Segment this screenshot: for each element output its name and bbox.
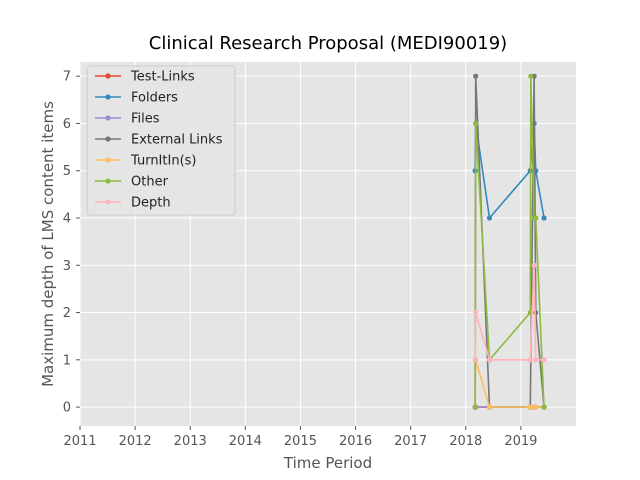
data-point	[541, 357, 547, 363]
data-point	[527, 357, 533, 363]
legend-marker	[105, 94, 111, 100]
data-point	[528, 73, 534, 79]
legend-label: Other	[131, 175, 169, 190]
legend-item: Other	[95, 175, 169, 190]
x-tick-label: 2019	[504, 434, 537, 449]
legend-marker	[105, 136, 111, 142]
legend-label: Files	[131, 112, 160, 127]
data-point	[533, 404, 539, 410]
x-tick-label: 2011	[63, 434, 96, 449]
y-tick-label: 5	[63, 164, 71, 179]
y-axis-label: Maximum depth of LMS content items	[39, 101, 57, 387]
series-lines	[472, 73, 547, 410]
legend-item: Test-Links	[95, 70, 195, 85]
x-tick-label: 2016	[339, 434, 372, 449]
series-6	[472, 262, 547, 363]
x-tick-label: 2018	[449, 434, 482, 449]
y-tick-label: 1	[63, 353, 71, 368]
x-tick-label: 2014	[229, 434, 262, 449]
legend-marker	[105, 178, 111, 184]
data-point	[486, 215, 493, 221]
axis-ticks: 2011 2012 2013 2014 2015 2016 2017 2018 2019 0 1 2 3…	[63, 70, 538, 449]
legend-label: Test-Links	[130, 70, 195, 85]
data-point	[473, 309, 479, 316]
legend-label: External Links	[131, 133, 223, 148]
legend-label: Folders	[131, 91, 178, 106]
legend: Test-Links Folders Files External Links Turn…	[86, 65, 236, 216]
y-tick-label: 6	[63, 117, 71, 132]
legend-label: TurnItIn(s)	[130, 154, 196, 169]
data-point	[473, 73, 479, 79]
legend-marker	[105, 199, 111, 205]
y-tick-label: 7	[63, 70, 71, 85]
legend-item: TurnItIn(s)	[95, 154, 196, 169]
x-tick-label: 2015	[284, 434, 317, 449]
data-point	[541, 404, 547, 410]
legend-box	[86, 65, 236, 216]
y-tick-label: 4	[63, 212, 71, 227]
legend-item: Folders	[95, 91, 178, 106]
data-point	[472, 357, 478, 363]
data-point	[541, 215, 547, 221]
y-tick-label: 2	[63, 306, 71, 321]
data-point	[472, 404, 478, 410]
data-point	[533, 215, 539, 221]
x-axis-label: Time Period	[283, 454, 372, 472]
x-tick-label: 2017	[394, 434, 427, 449]
data-point	[533, 357, 539, 363]
y-tick-label: 3	[63, 259, 71, 274]
x-tick-label: 2012	[119, 434, 152, 449]
data-point	[486, 357, 493, 363]
legend-item: Files	[95, 112, 160, 127]
data-point	[533, 168, 539, 174]
legend-marker	[105, 73, 111, 79]
legend-marker	[105, 157, 111, 163]
legend-label: Depth	[131, 196, 171, 211]
data-point	[527, 404, 533, 410]
data-point	[473, 120, 479, 127]
data-point	[531, 262, 537, 268]
chart-title: Clinical Research Proposal (MEDI90019)	[149, 33, 507, 54]
legend-item: Depth	[95, 196, 171, 211]
legend-marker	[105, 115, 111, 121]
legend-item: External Links	[95, 133, 223, 148]
data-point	[486, 404, 493, 410]
y-tick-label: 0	[63, 401, 71, 416]
x-tick-label: 2013	[174, 434, 207, 449]
